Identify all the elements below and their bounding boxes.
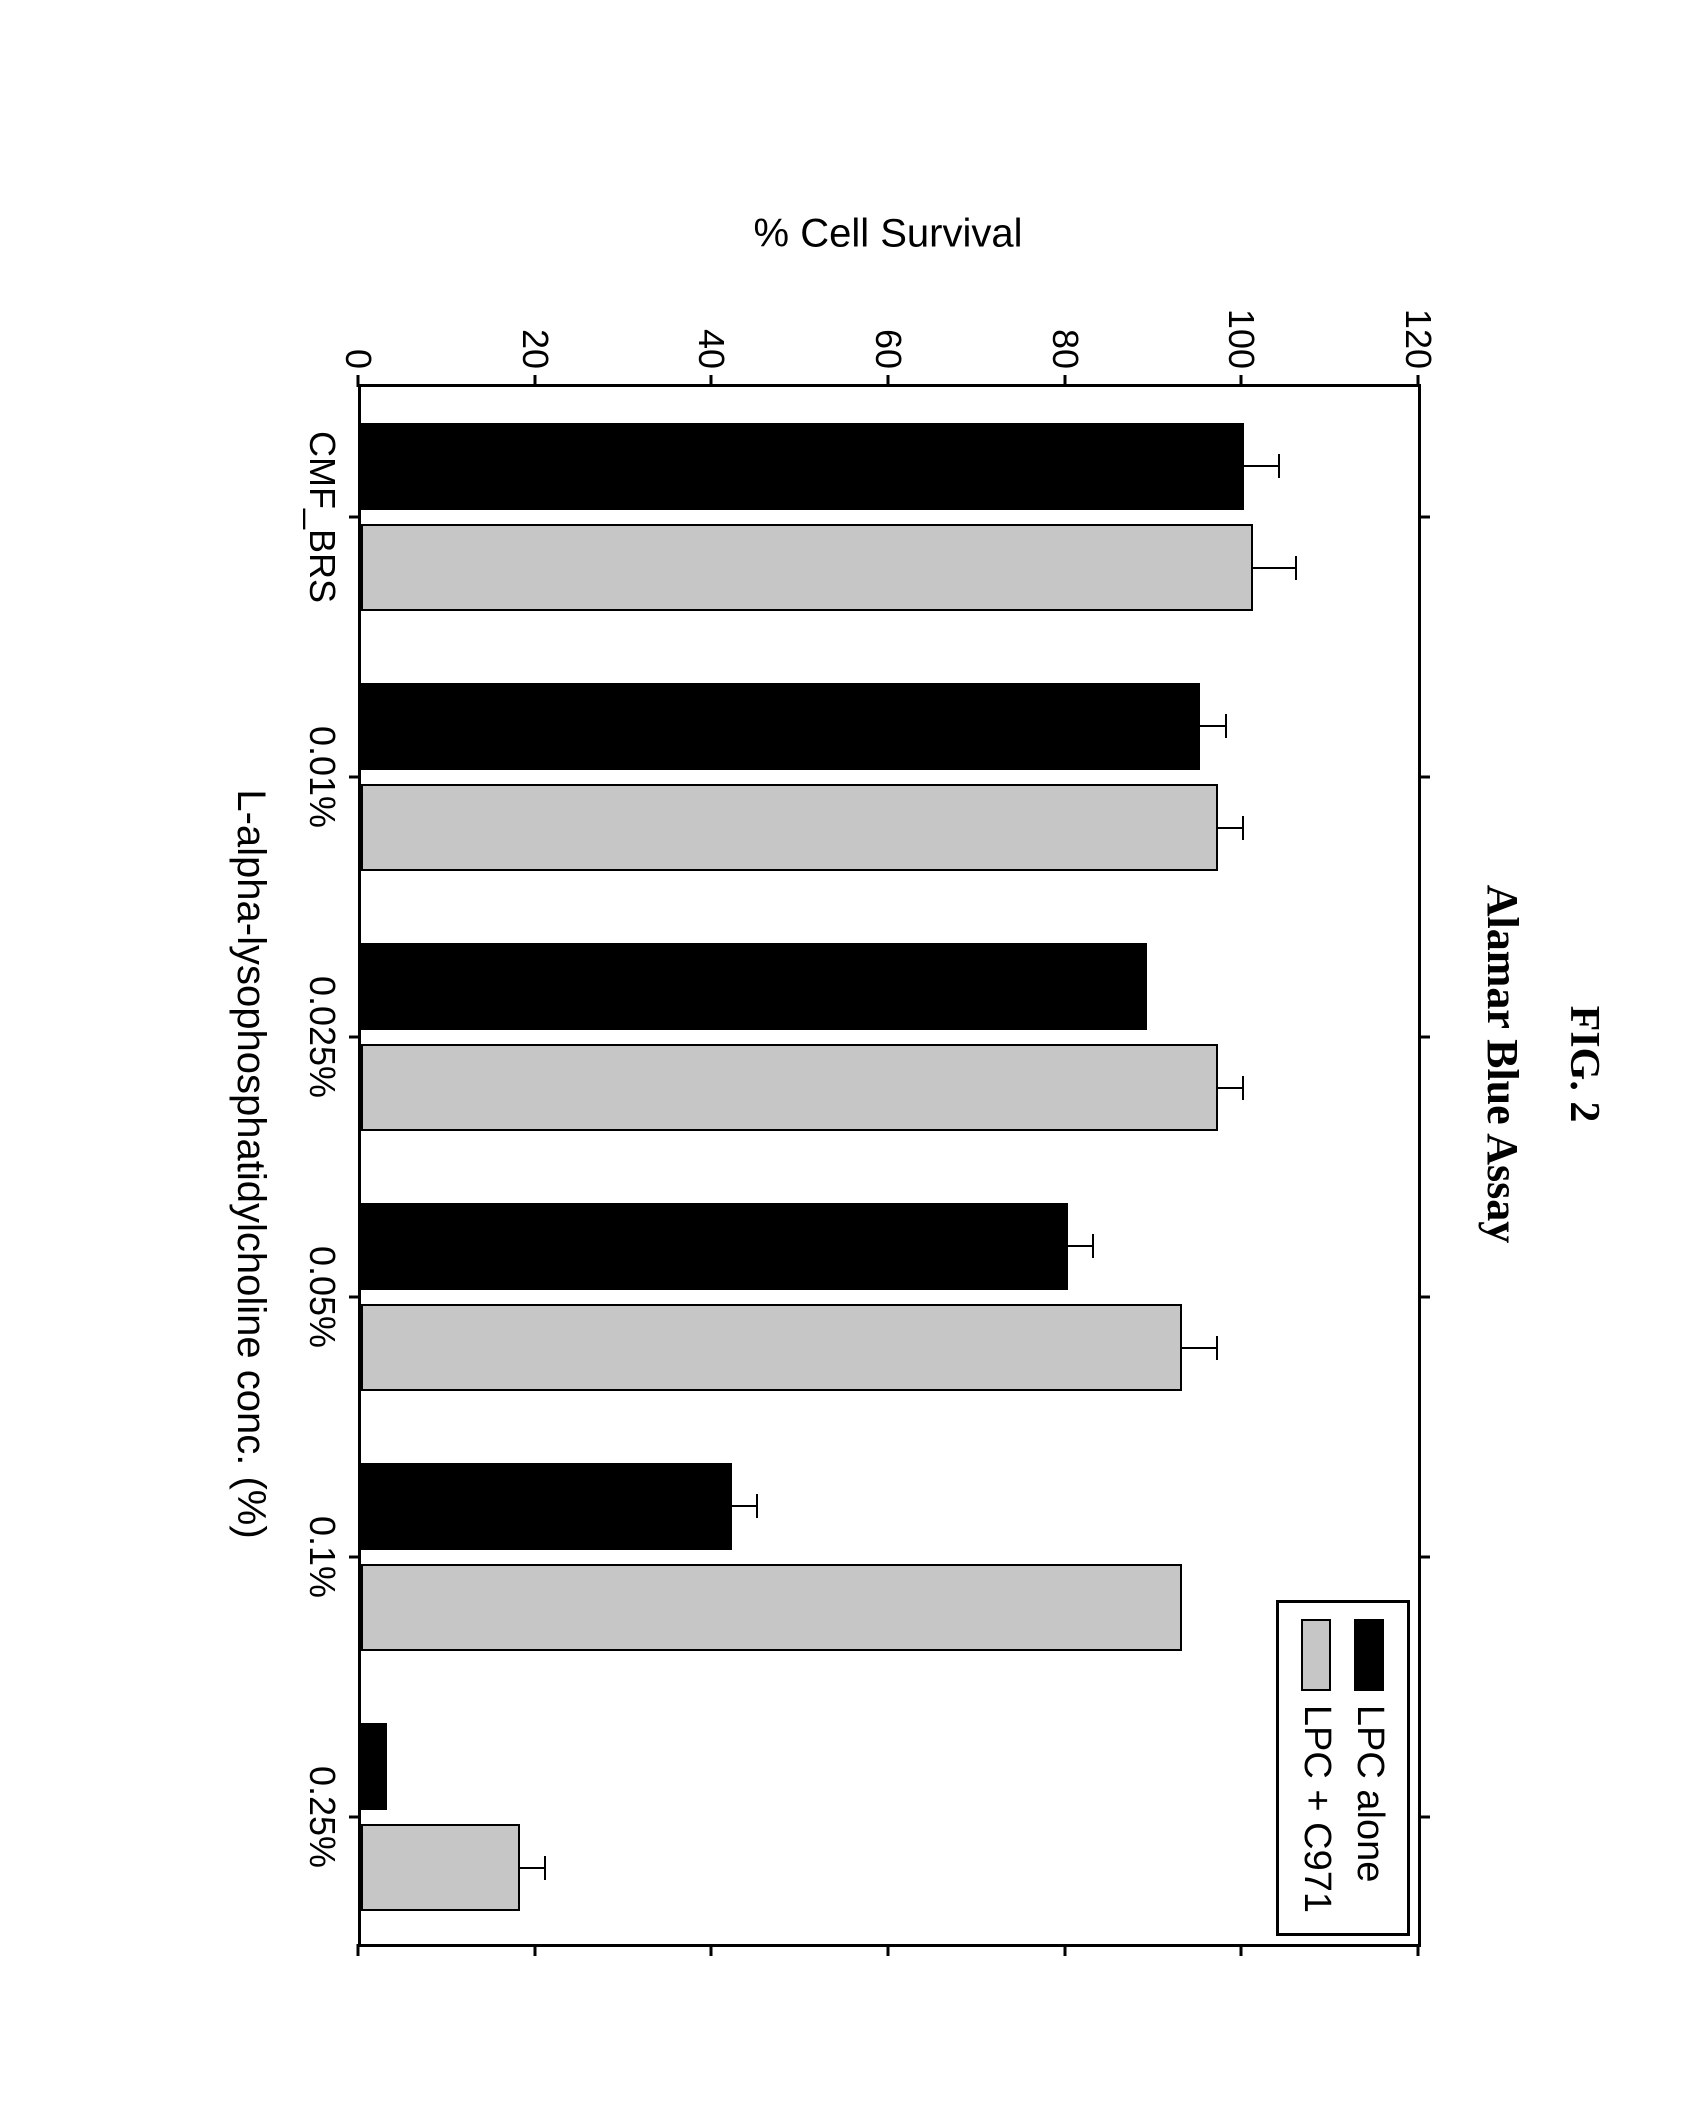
ytick-mark	[886, 1944, 889, 1956]
ytick-label: 120	[1397, 308, 1439, 368]
error-bar	[1182, 1335, 1217, 1359]
error-bar	[732, 1494, 759, 1518]
xtick-label: 0.1%	[301, 1515, 343, 1597]
legend-row: LPC + C971	[1295, 1618, 1338, 1912]
bar	[361, 1824, 520, 1910]
chart-title: Alamar Blue Assay	[1477, 884, 1528, 1243]
ytick-label: 80	[1043, 328, 1085, 368]
xtick-mark	[349, 515, 361, 518]
ytick-mark	[1239, 375, 1242, 387]
bar	[361, 683, 1200, 769]
xtick-label: 0.025%	[301, 975, 343, 1097]
ytick-mark	[709, 375, 712, 387]
ytick-label: 100	[1220, 308, 1262, 368]
ytick-mark	[1416, 1944, 1419, 1956]
bars-layer	[361, 387, 1418, 1944]
error-bar	[1200, 714, 1227, 738]
rotated-canvas: FIG. 2 Alamar Blue Assay LPC aloneLPC + …	[48, 64, 1648, 2064]
bar	[361, 1203, 1068, 1289]
bar	[361, 1304, 1183, 1390]
ytick-mark	[533, 1944, 536, 1956]
xtick-mark	[1418, 1295, 1430, 1298]
xtick-label: 0.01%	[301, 725, 343, 827]
error-bar	[1244, 454, 1279, 478]
error-bar	[1067, 1234, 1094, 1258]
legend-swatch	[1301, 1618, 1331, 1690]
ytick-label: 60	[867, 328, 909, 368]
ytick-mark	[1416, 375, 1419, 387]
plot-area: LPC aloneLPC + C971 020406080100120CMF_B…	[358, 384, 1418, 1944]
ytick-mark	[1239, 1944, 1242, 1956]
ytick-label: 40	[690, 328, 732, 368]
y-axis-label: % Cell Survival	[753, 211, 1022, 256]
xtick-mark	[1418, 1035, 1430, 1038]
ytick-mark	[356, 1944, 359, 1956]
ytick-mark	[356, 375, 359, 387]
xtick-label: CMF_BRS	[301, 430, 343, 602]
xtick-mark	[1418, 1555, 1430, 1558]
figure-label: FIG. 2	[1560, 1005, 1608, 1122]
bar	[361, 524, 1253, 610]
ytick-label: 20	[513, 328, 555, 368]
ytick-mark	[886, 375, 889, 387]
ytick-label: 0	[337, 348, 379, 368]
error-bar	[1217, 1075, 1244, 1099]
bar	[361, 1723, 388, 1809]
bar	[361, 1044, 1218, 1130]
x-axis-label: L-alpha-lysophosphatidylcholine conc. (%…	[228, 789, 273, 1538]
xtick-label: 0.25%	[301, 1765, 343, 1867]
bar	[361, 1463, 732, 1549]
legend-label: LPC alone	[1348, 1704, 1391, 1881]
ytick-mark	[709, 1944, 712, 1956]
bar	[361, 1564, 1183, 1650]
legend-swatch	[1354, 1618, 1384, 1690]
error-bar	[1217, 815, 1244, 839]
bar	[361, 784, 1218, 870]
bar	[361, 943, 1147, 1029]
legend-label: LPC + C971	[1295, 1704, 1338, 1912]
error-bar	[1253, 555, 1297, 579]
ytick-mark	[1063, 1944, 1066, 1956]
ytick-mark	[1063, 375, 1066, 387]
xtick-mark	[349, 775, 361, 778]
legend-row: LPC alone	[1348, 1618, 1391, 1912]
legend: LPC aloneLPC + C971	[1276, 1599, 1410, 1935]
canvas: FIG. 2 Alamar Blue Assay LPC aloneLPC + …	[48, 64, 1648, 2064]
xtick-mark	[1418, 515, 1430, 518]
xtick-label: 0.05%	[301, 1245, 343, 1347]
xtick-mark	[349, 1035, 361, 1038]
xtick-mark	[349, 1555, 361, 1558]
ytick-mark	[533, 375, 536, 387]
xtick-mark	[1418, 1815, 1430, 1818]
xtick-mark	[1418, 775, 1430, 778]
xtick-mark	[349, 1815, 361, 1818]
bar	[361, 423, 1244, 509]
error-bar	[520, 1855, 547, 1879]
xtick-mark	[349, 1295, 361, 1298]
